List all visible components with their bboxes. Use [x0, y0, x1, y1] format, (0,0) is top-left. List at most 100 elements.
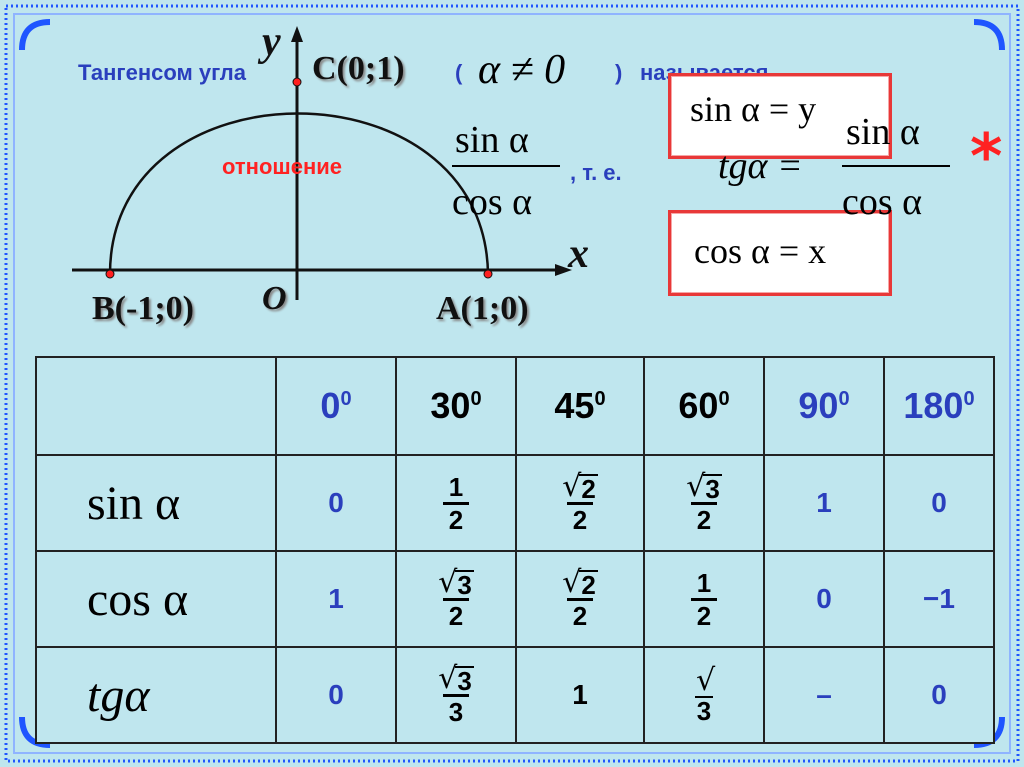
ratio-suffix: , т. е. — [570, 160, 622, 185]
cos-definition-box — [668, 210, 892, 296]
angle-header: 00 — [320, 385, 352, 426]
tg-formula-lhs: tgα = — [718, 145, 803, 187]
fraction-bar — [691, 501, 717, 505]
angle-header-cell: 00 — [275, 356, 397, 456]
ratio-numerator: sin α — [455, 119, 529, 161]
table-cell: −1 — [883, 550, 995, 648]
table-cell: 0 — [275, 454, 397, 552]
cell-value: 0 — [328, 487, 344, 518]
radicand: 3 — [694, 696, 714, 726]
angle-header-cell: 900 — [763, 356, 885, 456]
angle-header-cell: 1800 — [883, 356, 995, 456]
ratio-word: отношение — [222, 154, 343, 179]
tg-formula-bar — [842, 165, 950, 167]
y-axis-label: y — [262, 19, 281, 65]
fraction-numerator: 1 — [696, 567, 712, 598]
table-cell: √ 3 2 — [643, 454, 765, 552]
fraction-numerator: √ 2 — [562, 468, 598, 504]
unit-circle-diagram — [72, 26, 572, 300]
radical-sign-icon: √ — [438, 660, 458, 696]
point-b-label: B(-1;0) — [92, 290, 194, 327]
cell-value: 0 — [816, 583, 832, 614]
fraction-denominator: 3 — [448, 696, 464, 727]
fraction-denominator: 2 — [696, 600, 712, 631]
angle-header: 450 — [554, 385, 606, 426]
cell-value: 1 — [816, 487, 832, 518]
radicand: 3 — [455, 665, 474, 696]
sin-definition: sin α = y — [690, 89, 817, 129]
fraction-numerator: √ 3 — [438, 660, 474, 696]
fraction-denominator: 2 — [696, 504, 712, 535]
point-a-label: A(1;0) — [436, 290, 529, 327]
cell-fraction: √ 3 2 — [438, 564, 474, 631]
angle-header-cell: 300 — [395, 356, 517, 456]
point-a-marker — [483, 269, 493, 279]
point-c-marker — [292, 77, 302, 87]
cell-value: 1 — [572, 679, 588, 710]
fraction-numerator: √ 2 — [562, 564, 598, 600]
sin-definition-box — [668, 73, 892, 159]
table-cell: 0 — [763, 550, 885, 648]
angle-header-cell: 600 — [643, 356, 765, 456]
title-close-paren: ) — [615, 60, 623, 85]
alpha-condition: α ≠ 0 — [478, 47, 566, 93]
radical-sign-icon: √ — [696, 663, 716, 698]
table-cell: √ 2 2 — [515, 454, 645, 552]
cell-fraction: √ 2 2 — [562, 564, 598, 631]
table-cell: 1 — [763, 454, 885, 552]
fraction-denominator: 2 — [572, 504, 588, 535]
title-open-paren: ( — [455, 60, 463, 85]
cell-value: −1 — [923, 583, 955, 614]
radical-sign-icon: √ — [562, 468, 582, 504]
angle-header-cell: 450 — [515, 356, 645, 456]
cell-value: 0 — [931, 679, 947, 710]
fraction-bar — [567, 501, 593, 505]
semicircle-arc — [108, 112, 490, 275]
table-cell: 0 — [883, 454, 995, 552]
fraction-bar — [567, 597, 593, 601]
table-corner-cell — [35, 356, 277, 456]
table-cell: 0 — [883, 646, 995, 744]
angle-header: 1800 — [903, 385, 975, 426]
x-axis-label: x — [568, 231, 589, 277]
cell-value: 0 — [328, 679, 344, 710]
cell-fraction: √ 2 2 — [562, 468, 598, 535]
table-cell: – — [763, 646, 885, 744]
table-row: cos α 1 √ 3 2 √ 2 2 1 2 0 −1 — [35, 550, 995, 648]
cell-value: – — [816, 679, 832, 710]
radical-sign-icon: √ — [686, 468, 706, 504]
ratio-denominator: cos α — [452, 181, 533, 223]
tg-formula-denominator: cos α — [842, 181, 923, 223]
radicand: 3 — [455, 569, 474, 600]
fraction-denominator: 2 — [448, 600, 464, 631]
trig-values-table: 00 300 450 600 900 1800 sin α 0 1 2 √ 2 2 √ 3 2 1… — [35, 356, 995, 744]
radicand: 2 — [579, 569, 598, 600]
fraction-denominator: 2 — [572, 600, 588, 631]
radicand: 2 — [579, 473, 598, 504]
fraction-denominator: 2 — [448, 504, 464, 535]
tg-formula-numerator: sin α — [846, 111, 920, 153]
angle-header: 600 — [678, 385, 730, 426]
fraction-bar — [443, 693, 469, 697]
fraction-bar — [691, 597, 717, 601]
fraction-numerator: √ 3 — [438, 564, 474, 600]
ratio-fraction-bar — [452, 165, 560, 167]
table-cell: √ 3 — [643, 646, 765, 744]
cell-fraction: √ 3 2 — [686, 468, 722, 535]
radicand: 3 — [703, 473, 722, 504]
cell-fraction: √ 3 3 — [438, 660, 474, 727]
table-row: sin α 0 1 2 √ 2 2 √ 3 2 1 0 — [35, 454, 995, 552]
table-cell: 1 — [515, 646, 645, 744]
radical-sign-icon: √ — [438, 564, 458, 600]
fraction-numerator: √ 3 — [686, 468, 722, 504]
table-cell: 0 — [275, 646, 397, 744]
radical-sign-icon: √ — [562, 564, 582, 600]
row-label-sin: sin α — [35, 454, 277, 552]
table-cell: √ 3 3 — [395, 646, 517, 744]
table-row: tgα 0 √ 3 3 1 √ 3–0 — [35, 646, 995, 744]
cell-sqrt-value: √ 3 — [694, 663, 716, 726]
